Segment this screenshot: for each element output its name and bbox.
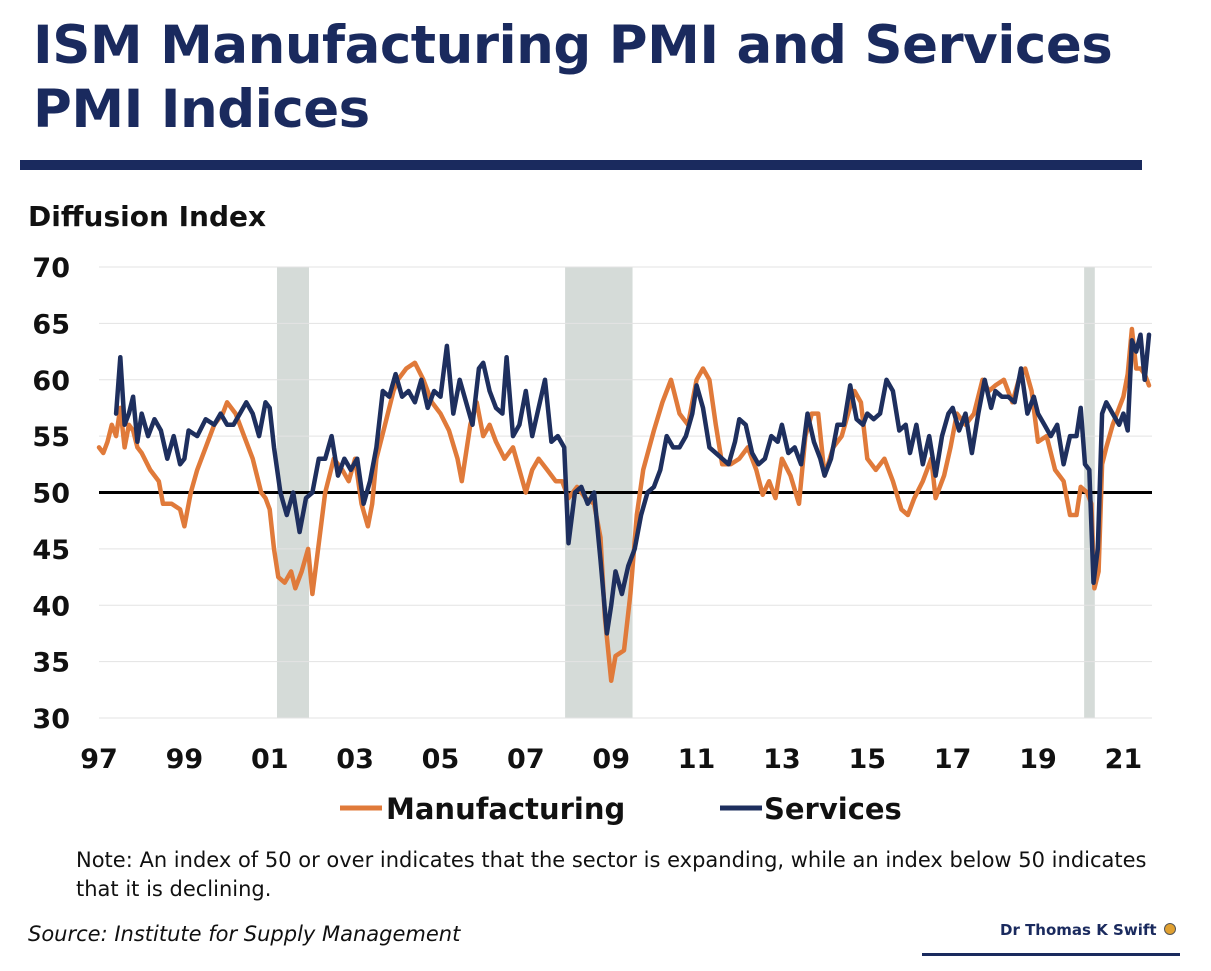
- x-tick-labels-group: 97 99 01 03 05 07 09 11 13 15 17 19 21: [80, 744, 1142, 775]
- title-divider: [20, 160, 1142, 170]
- y-tick-label: 70: [32, 253, 70, 284]
- series-group: [96, 326, 1152, 684]
- x-tick-label: 11: [678, 744, 716, 775]
- series-line-manufacturing: [96, 326, 1152, 684]
- x-tick-label: 97: [80, 744, 118, 775]
- x-tick-label: 07: [507, 744, 545, 775]
- x-tick-label: 03: [336, 744, 374, 775]
- x-tick-label: 19: [1019, 744, 1057, 775]
- legend-services-label: Services: [764, 792, 902, 826]
- y-tick-label: 65: [32, 309, 70, 340]
- x-tick-label: 21: [1105, 744, 1143, 775]
- author-credit: Dr Thomas K Swift: [1000, 921, 1157, 939]
- author-dot-icon: [1164, 923, 1176, 935]
- footer-divider: [922, 953, 1180, 956]
- note-text: Note: An index of 50 or over indicates t…: [76, 848, 1147, 901]
- y-tick-label: 50: [32, 479, 70, 510]
- page-title: ISM Manufacturing PMI and Services PMI I…: [33, 15, 1113, 140]
- x-tick-label: 13: [763, 744, 801, 775]
- x-tick-label: 09: [592, 744, 630, 775]
- y-tick-label: 35: [32, 648, 70, 679]
- legend-manufacturing-label: Manufacturing: [386, 792, 625, 826]
- x-tick-label: 15: [849, 744, 887, 775]
- series-line-services: [113, 332, 1152, 636]
- y-tick-label: 55: [32, 422, 70, 453]
- x-tick-label: 01: [251, 744, 289, 775]
- y-tick-label: 60: [32, 366, 70, 397]
- y-tick-labels-group: 70 65 60 55 50 45 40 35 30: [32, 253, 70, 735]
- legend: Manufacturing Services: [340, 792, 902, 826]
- x-tick-label: 17: [934, 744, 972, 775]
- x-tick-label: 05: [422, 744, 460, 775]
- source-text: Source: Institute for Supply Management: [28, 922, 461, 946]
- y-tick-label: 40: [32, 591, 70, 622]
- x-tick-label: 99: [166, 744, 204, 775]
- y-tick-label: 30: [32, 704, 70, 735]
- y-axis-label: Diffusion Index: [28, 200, 267, 233]
- y-tick-label: 45: [32, 535, 70, 566]
